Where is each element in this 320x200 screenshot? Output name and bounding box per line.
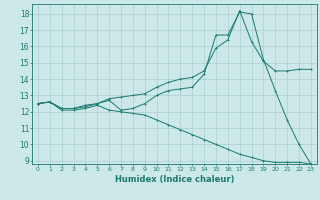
X-axis label: Humidex (Indice chaleur): Humidex (Indice chaleur) [115, 175, 234, 184]
